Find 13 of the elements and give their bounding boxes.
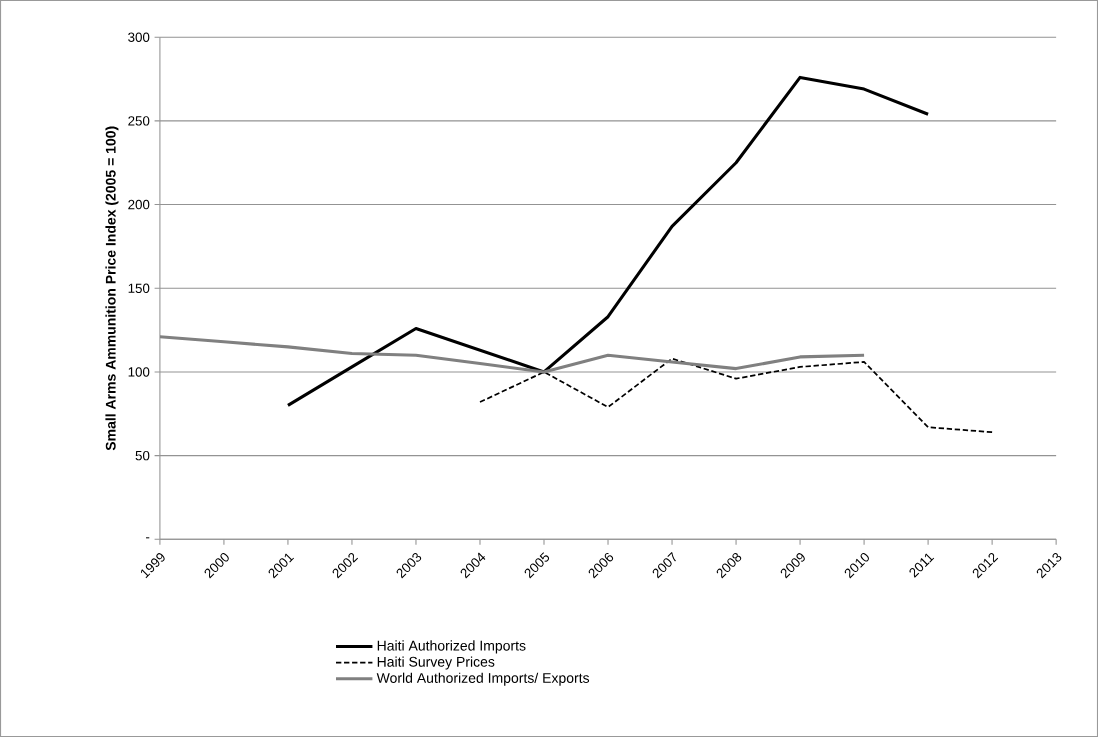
line-series [159, 335, 866, 374]
y-axis-title: Small Arms Ammunition Price Index (2005 = 100) [105, 126, 119, 451]
y-tick-label: 300 [128, 32, 150, 42]
line-series [479, 357, 993, 434]
y-tick-label: - [146, 537, 150, 539]
y-tick-label: 50 [135, 450, 150, 461]
legend-label: Haiti Authorized Imports [377, 640, 526, 654]
legend-label: Haiti Survey Prices [377, 656, 495, 670]
legend-label: World Authorized Imports/ Exports [376, 672, 590, 686]
y-tick-label: 250 [128, 116, 150, 126]
y-tick-label: 100 [128, 367, 150, 377]
y-tick-label: 150 [128, 283, 150, 293]
y-tick-label: 200 [128, 199, 150, 210]
